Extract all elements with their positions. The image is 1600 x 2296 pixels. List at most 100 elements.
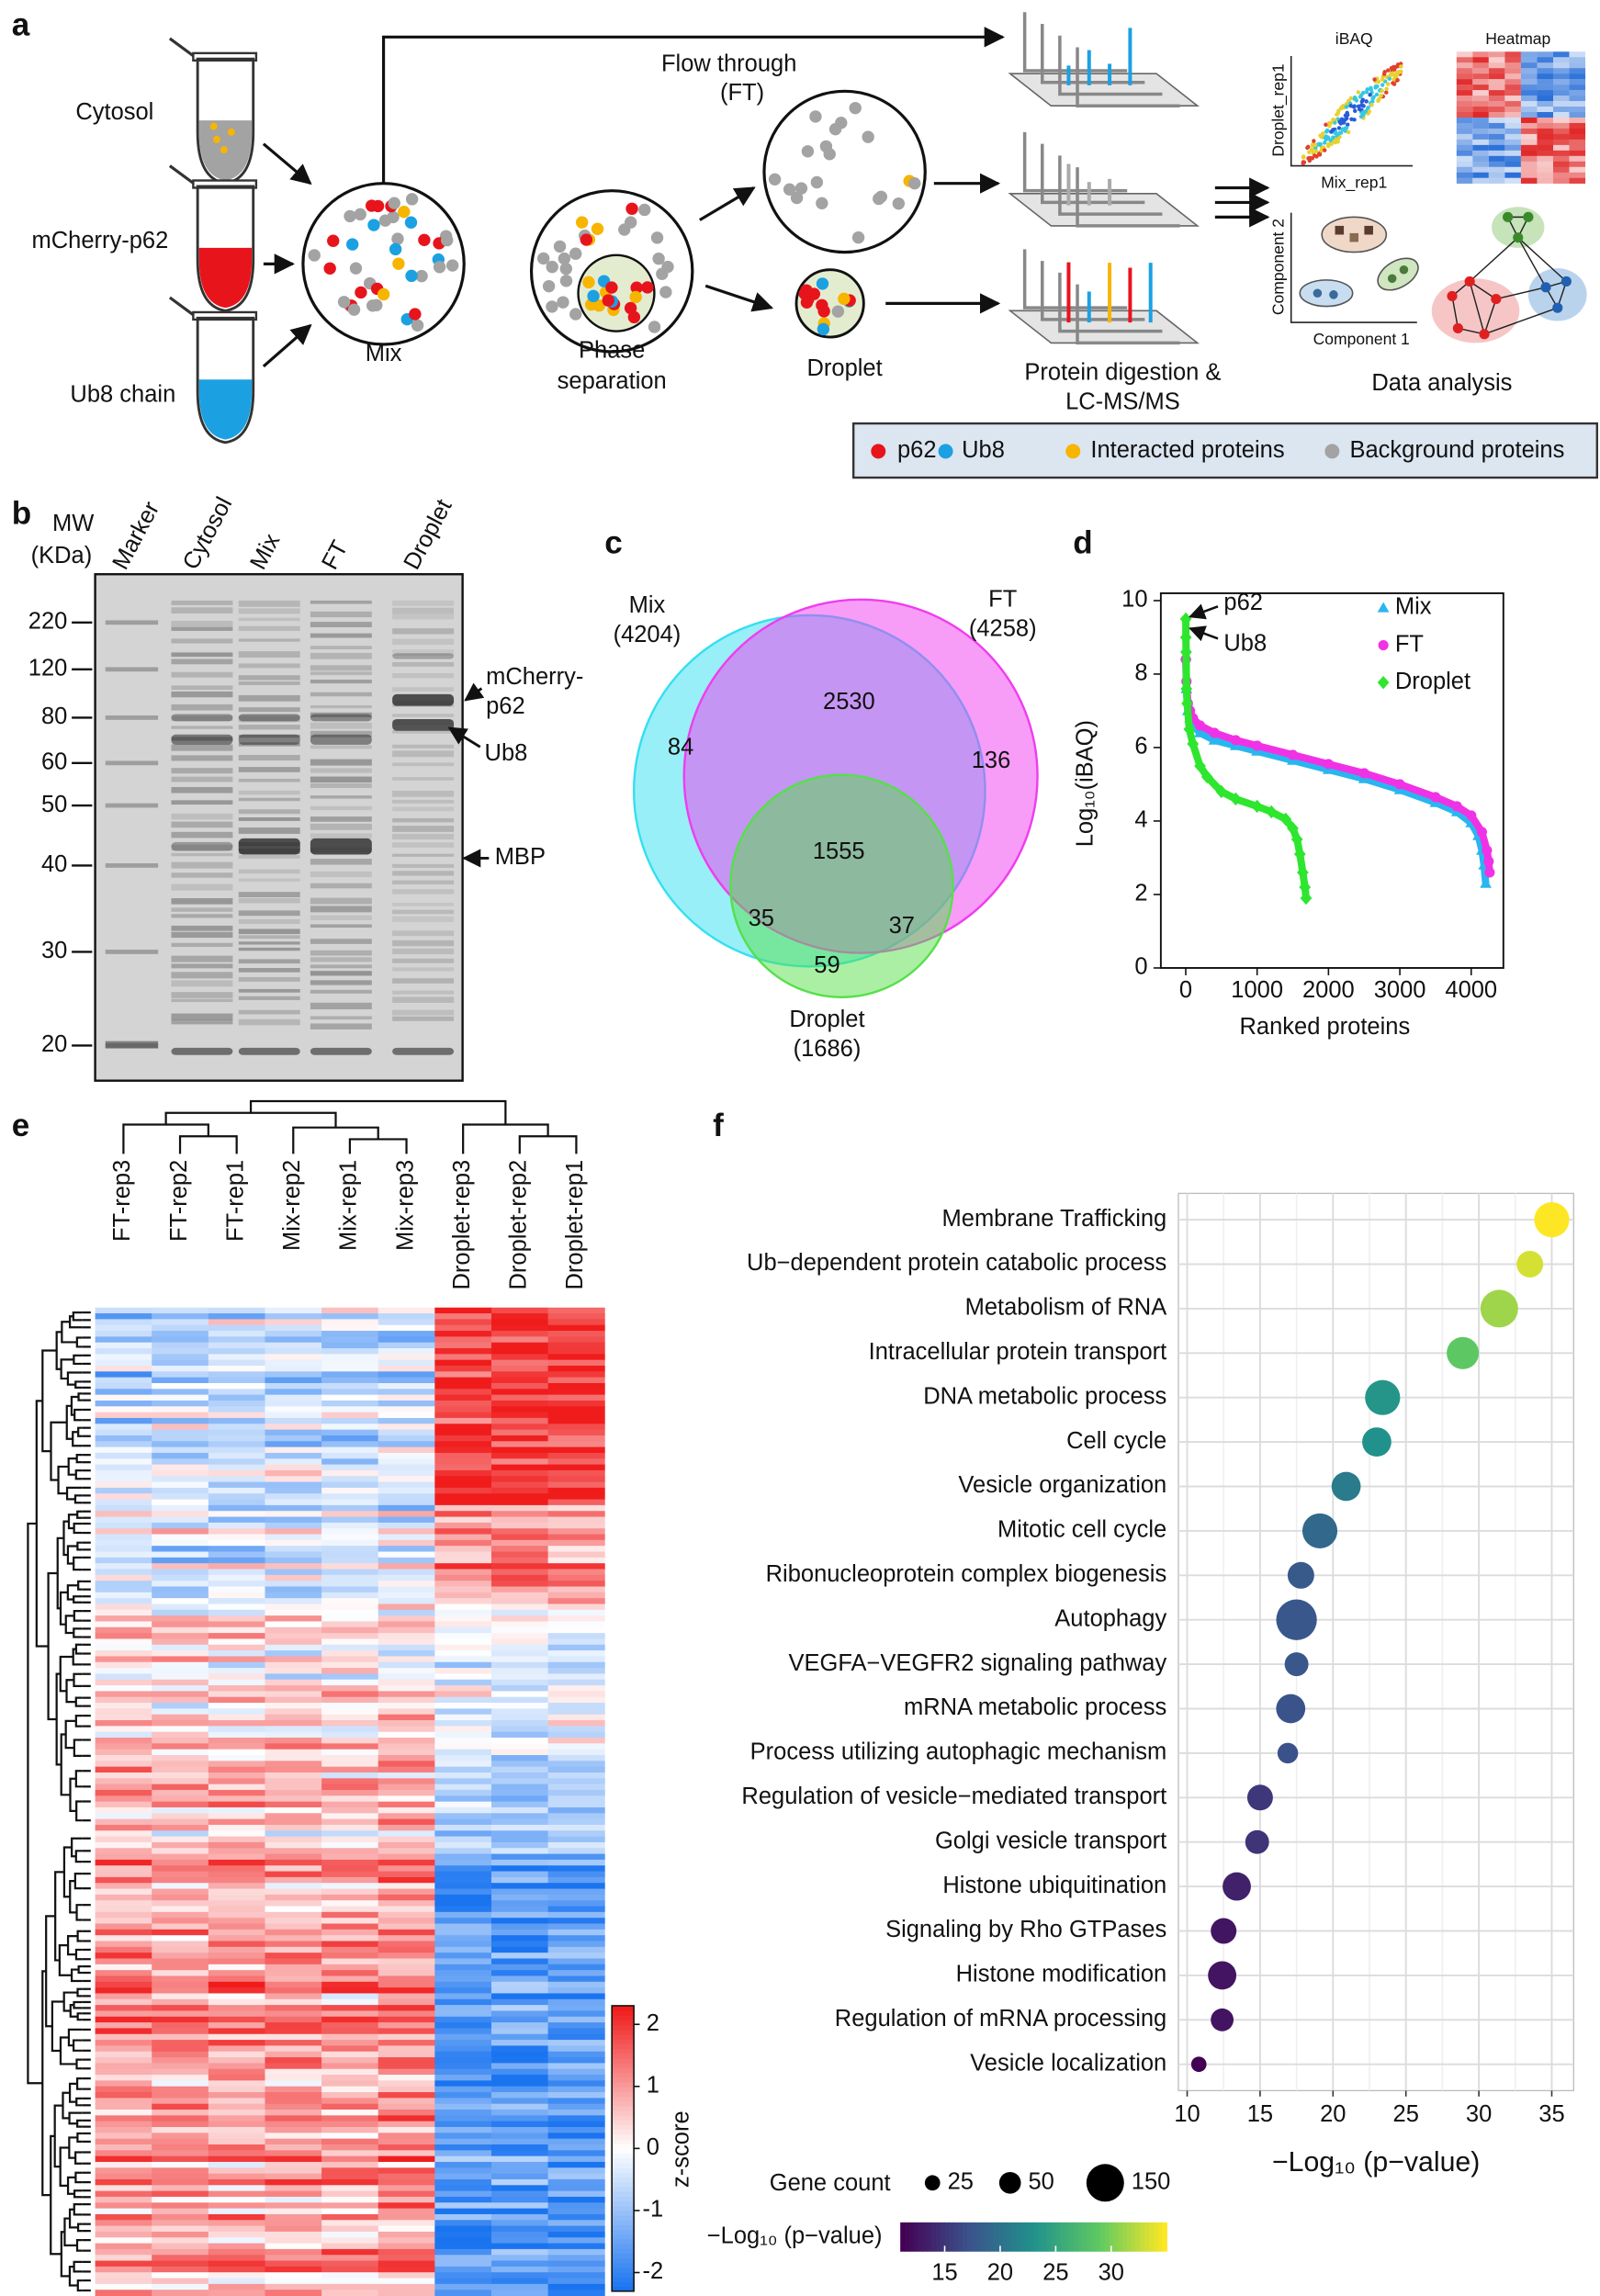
label: 0 bbox=[1134, 954, 1147, 980]
heat-cell bbox=[547, 2127, 605, 2133]
heat-cell bbox=[547, 2213, 605, 2221]
heat-cell bbox=[152, 2266, 209, 2273]
heat-cell bbox=[321, 2150, 379, 2157]
mini-cell bbox=[1537, 79, 1553, 85]
gel-band bbox=[171, 998, 233, 1003]
label: 1555 bbox=[813, 838, 865, 864]
dendrogram bbox=[75, 1904, 83, 1921]
colorbar-cell bbox=[1126, 2222, 1132, 2252]
heat-cell bbox=[490, 1830, 549, 1838]
heat-cell bbox=[152, 1941, 209, 1948]
bubble bbox=[1211, 2008, 1234, 2032]
heat-cell bbox=[321, 1464, 379, 1471]
heat-cell bbox=[95, 1993, 152, 2000]
gel-band bbox=[392, 880, 455, 884]
gel-band bbox=[238, 651, 300, 658]
gel-band bbox=[310, 964, 372, 969]
heat-cell bbox=[208, 2138, 265, 2145]
heat-cell bbox=[377, 1441, 435, 1448]
point bbox=[1480, 877, 1492, 888]
heat-cell bbox=[208, 1371, 265, 1379]
heat-cell bbox=[265, 1935, 322, 1941]
heat-cell bbox=[95, 1754, 152, 1761]
gel-band bbox=[310, 883, 372, 889]
heat-cell bbox=[377, 1366, 435, 1372]
mini-cell bbox=[1537, 133, 1553, 141]
heat-cell bbox=[321, 1621, 379, 1628]
dot bbox=[212, 135, 220, 143]
heat-cell bbox=[490, 1574, 549, 1581]
mini-dot bbox=[1369, 102, 1374, 107]
gel-band bbox=[238, 1047, 300, 1055]
protein-dot bbox=[768, 173, 782, 186]
heat-cell bbox=[208, 1638, 265, 1646]
heat-cell bbox=[208, 1331, 265, 1337]
gel-band bbox=[171, 898, 233, 905]
heat-cell bbox=[208, 2033, 265, 2041]
heat-cell bbox=[377, 1668, 435, 1674]
heat-cell bbox=[265, 1336, 322, 1344]
dendrogram bbox=[75, 2077, 83, 2090]
gel-band bbox=[171, 714, 233, 722]
heat-cell bbox=[377, 1435, 435, 1442]
heat-cell bbox=[490, 1563, 549, 1570]
label: 150 bbox=[1132, 2169, 1171, 2195]
heat-cell bbox=[434, 1307, 492, 1314]
label: 25 bbox=[1042, 2259, 1068, 2285]
heat-cell bbox=[95, 1452, 152, 1459]
heat-cell bbox=[490, 1918, 549, 1924]
heat-cell bbox=[152, 1499, 209, 1506]
mini-dot bbox=[1353, 108, 1358, 114]
heat-cell bbox=[95, 2225, 152, 2233]
plot-bg bbox=[1177, 1192, 1574, 2092]
mini-cell bbox=[1569, 96, 1586, 102]
gel-band bbox=[392, 791, 455, 797]
heat-cell bbox=[547, 1981, 605, 1988]
dendrogram bbox=[69, 2004, 78, 2018]
mini-cell bbox=[1456, 96, 1473, 102]
heat-cell bbox=[434, 1464, 492, 1471]
heat-cell bbox=[208, 1818, 265, 1826]
heat-cell bbox=[208, 1778, 265, 1785]
gel-band bbox=[310, 833, 372, 839]
heat-cell bbox=[434, 1900, 492, 1908]
heat-cell bbox=[208, 2173, 265, 2180]
heat-cell bbox=[152, 1458, 209, 1466]
heat-cell bbox=[434, 2133, 492, 2140]
mini-dot bbox=[1393, 64, 1398, 70]
mini-cell bbox=[1552, 166, 1570, 173]
mini-dot bbox=[1346, 129, 1351, 135]
heat-cell bbox=[490, 1685, 549, 1692]
heat-cell bbox=[208, 2150, 265, 2157]
mini-cell bbox=[1552, 101, 1570, 107]
heat-cell bbox=[208, 2110, 265, 2116]
heat-cell bbox=[265, 1499, 322, 1506]
net-node bbox=[1561, 276, 1572, 287]
mini-dot bbox=[1313, 142, 1318, 148]
heat-cell bbox=[490, 1366, 549, 1372]
legend-dot bbox=[1324, 444, 1340, 459]
protein-dot bbox=[388, 197, 400, 209]
heat-cell bbox=[208, 1929, 265, 1936]
gel-band bbox=[171, 652, 233, 658]
heat-cell bbox=[208, 1691, 265, 1698]
label: Mix bbox=[245, 529, 285, 573]
heat-cell bbox=[434, 2202, 492, 2210]
heat-cell bbox=[377, 1417, 435, 1424]
heat-cell bbox=[434, 1935, 492, 1941]
heat-cell bbox=[208, 1731, 265, 1739]
heat-cell bbox=[321, 2272, 379, 2279]
heat-cell bbox=[321, 1679, 379, 1686]
heat-cell bbox=[321, 1953, 379, 1959]
heat-cell bbox=[152, 1871, 209, 1878]
ladder-band bbox=[105, 760, 159, 766]
heat-cell bbox=[547, 1703, 605, 1709]
cluster bbox=[1299, 279, 1354, 308]
protein-dot bbox=[587, 289, 600, 303]
heat-cell bbox=[321, 1703, 379, 1709]
heat-cell bbox=[95, 1336, 152, 1344]
mini-cell bbox=[1537, 177, 1553, 184]
heat-cell bbox=[208, 1888, 265, 1896]
heat-cell bbox=[265, 1772, 322, 1779]
heat-cell bbox=[208, 2057, 265, 2064]
